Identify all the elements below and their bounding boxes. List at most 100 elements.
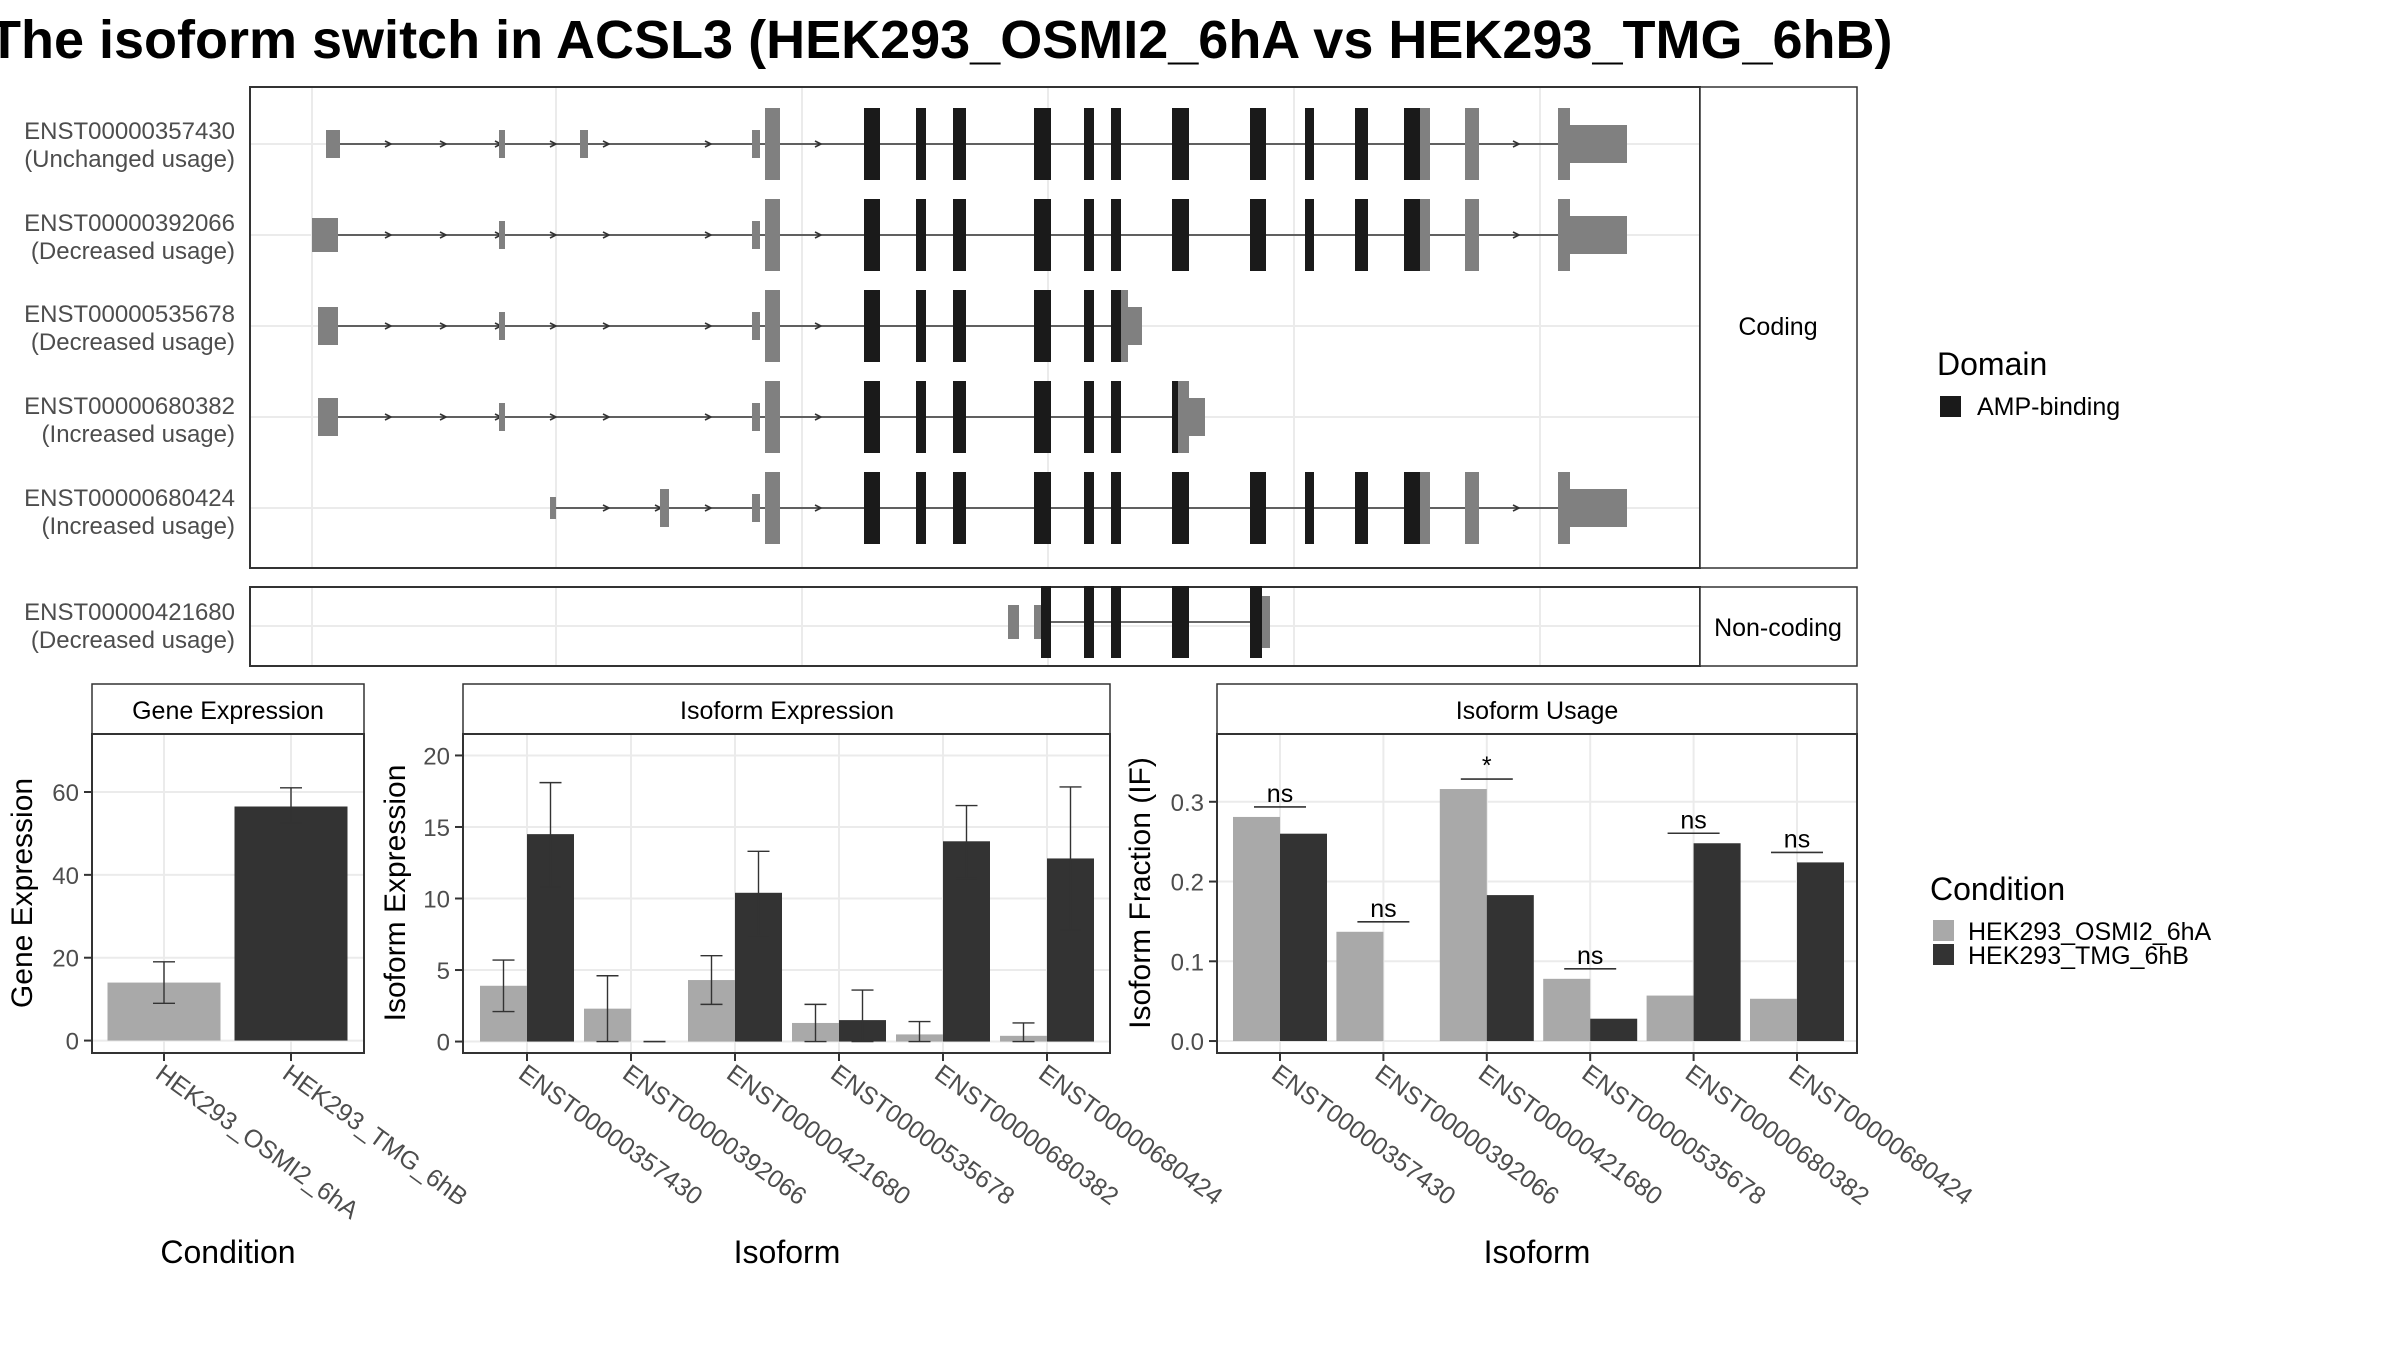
strand-arrow: [1512, 140, 1521, 148]
exon-utr: [499, 130, 505, 158]
bar: [1543, 978, 1591, 1042]
exon-domain: [1111, 108, 1121, 180]
bar: [1646, 995, 1694, 1042]
exon-domain: [1250, 199, 1266, 271]
strand-arrow: [384, 140, 393, 148]
transcript-id: ENST00000680382: [24, 393, 235, 420]
noncoding-transcripts: [1008, 586, 1270, 658]
transcript-usage: (Increased usage): [42, 513, 235, 540]
strand-arrow: [384, 231, 393, 239]
transcript-model: [550, 472, 1627, 544]
transcript-model: [312, 199, 1627, 271]
exon-domain: [864, 290, 880, 362]
condition-legend-label-a: HEK293_OSMI2_6hA: [1968, 918, 2212, 946]
y-tick-label: 0.0: [1171, 1029, 1204, 1056]
exon-domain: [1111, 586, 1121, 658]
exon-domain: [1084, 199, 1094, 271]
coding-transcripts: [312, 108, 1627, 544]
y-tick-label: 0.2: [1171, 870, 1204, 897]
exon-utr: [1558, 472, 1570, 544]
exon-domain: [953, 290, 966, 362]
exon-utr: [752, 130, 760, 158]
exon-domain: [916, 108, 926, 180]
exon-domain: [1250, 586, 1262, 658]
exon-domain: [953, 108, 966, 180]
exon-domain: [1034, 472, 1051, 544]
strand-arrow: [549, 413, 558, 421]
significance-label: ns: [1370, 895, 1396, 923]
strand-arrow: [602, 504, 611, 512]
exon-domain: [916, 381, 926, 453]
bar: [1336, 931, 1384, 1042]
exon-domain: [916, 199, 926, 271]
strand-arrow: [814, 413, 823, 421]
bar: [1486, 895, 1534, 1042]
exon-domain: [1084, 472, 1094, 544]
exon-domain: [1041, 586, 1051, 658]
exon-domain: [1034, 199, 1051, 271]
exon-utr: [1420, 472, 1430, 544]
exon-utr: [1420, 199, 1430, 271]
transcript-usage: (Decreased usage): [31, 329, 235, 356]
bars: ns ns * ns ns ns: [1233, 752, 1844, 1042]
strand-arrow: [814, 140, 823, 148]
exon-utr: [312, 218, 338, 252]
x-tick-label: ENST00000392066: [617, 1059, 811, 1211]
y-tick-label: 0.1: [1171, 949, 1204, 976]
structure-coding-panel: [249, 86, 1701, 569]
strip-coding: Coding: [1699, 86, 1858, 569]
strip-coding-label: Coding: [1738, 313, 1817, 341]
exon-domain: [1355, 472, 1368, 544]
x-tick-label: ENST00000357430: [1266, 1059, 1460, 1211]
strand-arrow: [814, 322, 823, 330]
bar: [1280, 833, 1327, 1042]
significance-label: ns: [1577, 942, 1603, 970]
transcript-labels: ENST00000357430 (Unchanged usage) ENST00…: [24, 118, 235, 654]
panel-title: Isoform Expression: [680, 697, 894, 725]
exon-domain: [953, 381, 966, 453]
exon-domain: [1305, 472, 1314, 544]
bar: [234, 806, 348, 1041]
bar: [1233, 816, 1280, 1042]
strand-arrow: [384, 413, 393, 421]
y-tick-label: 40: [52, 863, 79, 890]
exon-utr: [765, 108, 780, 180]
y-tick-label: 0: [66, 1029, 79, 1056]
bar: [1590, 1018, 1638, 1042]
transcript-usage: (Increased usage): [42, 421, 235, 448]
y-ticks: 0.0 0.1 0.2 0.3: [1171, 790, 1217, 1056]
exon-utr: [326, 130, 340, 158]
exon-utr: [1465, 472, 1479, 544]
exon-utr: [1034, 605, 1041, 639]
transcript-id: ENST00000535678: [24, 301, 235, 328]
strand-arrow: [602, 413, 611, 421]
significance-label: ns: [1680, 806, 1706, 834]
exon-domain: [1084, 108, 1094, 180]
panel-title: Gene Expression: [132, 697, 324, 725]
exon-utr: [752, 221, 760, 249]
exon-utr: [765, 472, 780, 544]
exon-utr: [1465, 199, 1479, 271]
strip-noncoding-label: Non-coding: [1714, 614, 1842, 642]
exon-domain: [1172, 199, 1189, 271]
condition-legend: Condition HEK293_OSMI2_6hA HEK293_TMG_6h…: [1930, 871, 2212, 970]
strand-arrow: [602, 322, 611, 330]
exon-utr: [499, 221, 505, 249]
strand-arrow: [439, 231, 448, 239]
x-ticks: ENST00000357430ENST00000392066ENST000004…: [513, 1053, 1228, 1211]
transcript-model: [318, 290, 1142, 362]
exon-domain: [1172, 472, 1189, 544]
structure-noncoding-panel: [249, 586, 1701, 667]
y-axis-label: Isoform Fraction (IF): [1124, 757, 1157, 1029]
exon-domain: [1305, 108, 1314, 180]
exon-domain: [1404, 199, 1420, 271]
domain-legend: Domain AMP-binding: [1937, 346, 2120, 421]
strand-arrow: [384, 322, 393, 330]
exon-domain: [916, 472, 926, 544]
exon-domain: [864, 381, 880, 453]
exon-utr: [1570, 125, 1627, 163]
transcript-usage: (Decreased usage): [31, 238, 235, 265]
strand-arrow: [814, 504, 823, 512]
exon-domain: [1034, 290, 1051, 362]
